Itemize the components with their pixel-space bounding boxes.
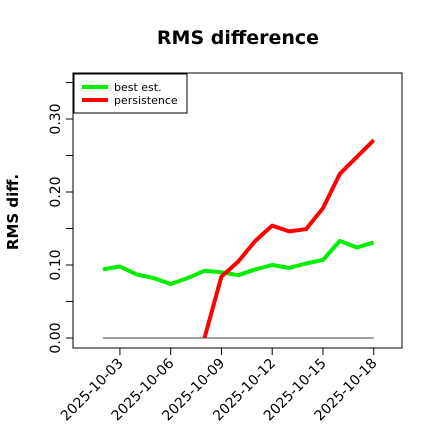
- legend-label: persistence: [114, 94, 178, 107]
- y-tick-label: 0.20: [48, 176, 64, 207]
- plot-frame: [72, 72, 403, 349]
- series-line-1: [202, 138, 376, 339]
- y-tick-label: 0.10: [48, 249, 64, 280]
- y-axis: 0.00 0.10 0.20 0.30: [48, 82, 73, 354]
- chart-title: RMS difference: [157, 27, 319, 49]
- legend: best est.persistence: [73, 73, 188, 114]
- y-tick-label: 0.30: [48, 103, 64, 134]
- legend-box: [73, 73, 188, 114]
- series-line-0: [102, 238, 375, 286]
- legend-label: best est.: [114, 81, 162, 94]
- y-axis-label: RMS diff.: [4, 174, 22, 250]
- series-layer: [102, 138, 376, 339]
- x-axis: 2025-10-032025-10-062025-10-092025-10-12…: [58, 348, 381, 424]
- y-tick-label: 0.00: [48, 322, 64, 353]
